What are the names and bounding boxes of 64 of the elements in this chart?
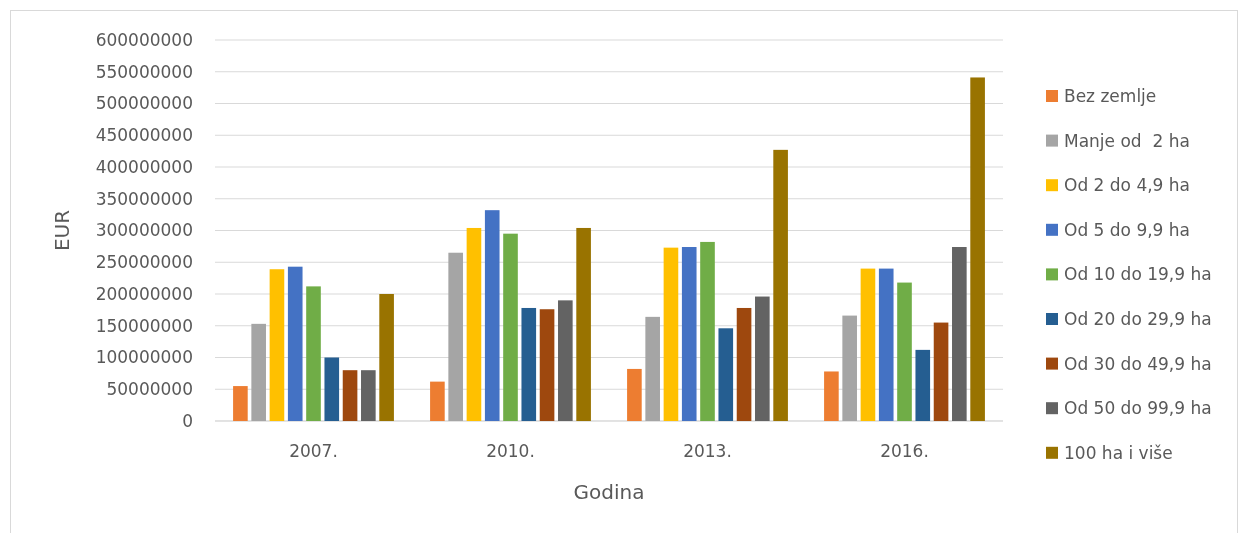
bar bbox=[361, 370, 376, 421]
bar bbox=[342, 370, 358, 421]
bar bbox=[379, 294, 394, 421]
bar bbox=[324, 357, 340, 421]
y-tick-label: 450000000 bbox=[95, 125, 193, 146]
y-tick-label: 150000000 bbox=[95, 315, 193, 336]
bar bbox=[251, 323, 266, 421]
legend-label: Od 10 do 19,9 ha bbox=[1064, 264, 1212, 285]
legend-label: Bez zemlje bbox=[1064, 85, 1157, 106]
y-tick-label: 300000000 bbox=[95, 220, 193, 241]
x-tick-label: 2016. bbox=[880, 440, 929, 461]
y-tick-label: 250000000 bbox=[95, 252, 193, 273]
bar bbox=[645, 316, 660, 421]
bar bbox=[842, 315, 857, 421]
bar bbox=[700, 241, 715, 421]
bar bbox=[503, 233, 518, 421]
y-tick-label: 50000000 bbox=[106, 379, 193, 400]
bar bbox=[933, 322, 949, 421]
y-tick-label: 400000000 bbox=[95, 156, 193, 177]
legend-label: Manje od 2 ha bbox=[1064, 130, 1190, 151]
bar bbox=[287, 266, 303, 421]
bar bbox=[269, 269, 285, 421]
legend-label: Od 5 do 9,9 ha bbox=[1064, 219, 1191, 240]
bar bbox=[539, 309, 555, 421]
legend-label: Od 50 do 99,9 ha bbox=[1064, 398, 1212, 419]
bar bbox=[558, 300, 573, 421]
bar bbox=[773, 149, 788, 421]
bar bbox=[915, 349, 931, 421]
bar bbox=[484, 210, 500, 421]
bar bbox=[970, 77, 985, 421]
bar bbox=[448, 252, 463, 421]
bar bbox=[233, 386, 248, 421]
bar bbox=[627, 368, 642, 421]
y-tick-label: 550000000 bbox=[95, 61, 193, 82]
y-axis-title: EUR bbox=[50, 209, 74, 252]
x-tick-label: 2010. bbox=[486, 440, 535, 461]
y-tick-label: 600000000 bbox=[95, 29, 193, 50]
y-tick-label: 350000000 bbox=[95, 188, 193, 209]
bar bbox=[718, 328, 734, 421]
x-tick-label: 2007. bbox=[289, 440, 338, 461]
bar bbox=[736, 307, 752, 421]
bar bbox=[306, 286, 321, 421]
bar bbox=[430, 381, 445, 421]
legend-label: Od 20 do 29,9 ha bbox=[1064, 308, 1212, 329]
y-tick-label: 200000000 bbox=[95, 283, 193, 304]
bar bbox=[521, 307, 537, 421]
bar bbox=[952, 247, 967, 421]
legend-label: Od 30 do 49,9 ha bbox=[1064, 353, 1212, 374]
x-tick-label: 2013. bbox=[683, 440, 732, 461]
y-tick-label: 100000000 bbox=[95, 347, 193, 368]
bar bbox=[755, 296, 770, 421]
y-tick-label: 0 bbox=[182, 410, 193, 431]
bar bbox=[576, 227, 591, 421]
bar bbox=[824, 371, 839, 421]
bar bbox=[878, 268, 894, 421]
bar bbox=[860, 268, 876, 421]
x-axis-title: Godina bbox=[573, 480, 645, 504]
y-tick-label: 500000000 bbox=[95, 93, 193, 114]
legend-label: Od 2 do 4,9 ha bbox=[1064, 175, 1191, 196]
bar bbox=[663, 247, 679, 421]
bar bbox=[681, 247, 697, 421]
legend-label: 100 ha i više bbox=[1064, 442, 1173, 463]
bar bbox=[897, 282, 912, 421]
bar bbox=[466, 227, 482, 421]
